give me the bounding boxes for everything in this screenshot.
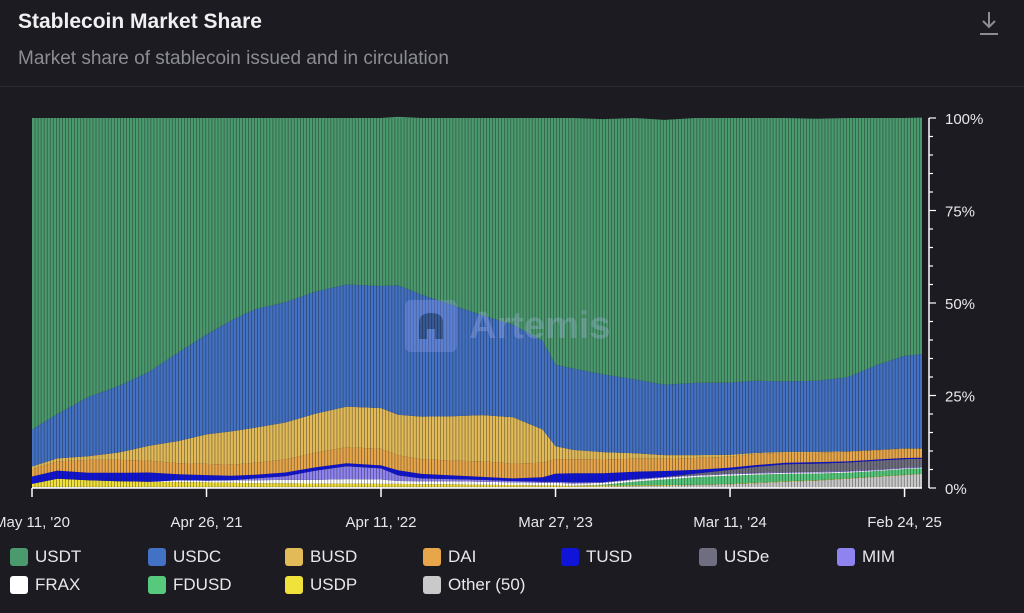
legend-label: DAI xyxy=(448,547,477,566)
legend-item-fdusd[interactable]: FDUSD xyxy=(148,574,232,596)
legend-swatch xyxy=(285,576,303,594)
legend-label: FRAX xyxy=(35,575,81,594)
download-icon[interactable] xyxy=(976,10,1002,38)
series-area-fdusd xyxy=(32,468,922,486)
legend-swatch xyxy=(423,576,441,594)
y-tick-label: 0% xyxy=(945,481,967,498)
legend-label: FDUSD xyxy=(173,575,232,594)
legend-swatch xyxy=(10,548,28,566)
legend-label: TUSD xyxy=(586,547,633,566)
chart-header: Stablecoin Market Share Market share of … xyxy=(0,0,1024,87)
y-tick-label: 75% xyxy=(945,204,975,221)
legend-label: Other (50) xyxy=(448,575,526,594)
x-tick-label: Feb 24, '25 xyxy=(867,514,942,531)
legend-label: USDT xyxy=(35,547,82,566)
x-tick-label: Mar 11, '24 xyxy=(693,514,766,531)
legend-swatch xyxy=(285,548,303,566)
legend-item-frax[interactable]: FRAX xyxy=(10,574,80,596)
axes: 0% 25% 50% 75% 100% May 11, '20 Apr 26, '21 Apr… xyxy=(0,111,983,531)
legend-item-usdc[interactable]: USDC xyxy=(148,546,221,568)
x-tick-label: Apr 11, '22 xyxy=(346,514,417,531)
y-tick-label: 25% xyxy=(945,389,975,406)
legend-swatch xyxy=(148,576,166,594)
x-tick-label: Apr 26, '21 xyxy=(170,514,242,531)
y-tick-label: 50% xyxy=(945,296,975,313)
legend-swatch xyxy=(423,548,441,566)
legend-item-dai[interactable]: DAI xyxy=(423,546,476,568)
legend-label: USDC xyxy=(173,547,222,566)
legend-label: USDe xyxy=(724,547,770,566)
legend-label: MIM xyxy=(862,547,896,566)
bar-stripes xyxy=(34,118,920,488)
legend-swatch xyxy=(561,548,579,566)
legend-item-mim[interactable]: MIM xyxy=(837,546,895,568)
y-tick-label: 100% xyxy=(945,111,983,128)
chart-subtitle: Market share of stablecoin issued and in… xyxy=(18,48,449,69)
legend-swatch xyxy=(10,576,28,594)
legend-swatch xyxy=(837,548,855,566)
legend-item-busd[interactable]: BUSD xyxy=(285,546,357,568)
legend-swatch xyxy=(148,548,166,566)
chart-title: Stablecoin Market Share xyxy=(18,10,262,33)
legend-item-usdp[interactable]: USDP xyxy=(285,574,357,596)
legend-swatch xyxy=(699,548,717,566)
series-area-other-50 xyxy=(32,473,922,488)
legend-item-other-50[interactable]: Other (50) xyxy=(423,574,525,596)
stacked-area-chart: 0% 25% 50% 75% 100% May 11, '20 Apr 26, '21 Apr… xyxy=(0,111,983,531)
series-area-usde xyxy=(32,458,922,484)
legend-item-usde[interactable]: USDe xyxy=(699,546,769,568)
legend-item-tusd[interactable]: TUSD xyxy=(561,546,632,568)
x-tick-label: Mar 27, '23 xyxy=(518,514,593,531)
legend-label: USDP xyxy=(310,575,358,594)
chart-legend: USDT USDC BUSD DAI TUSD USDe MIM FRAX FDUSD USDP O… xyxy=(10,546,1020,606)
x-tick-label: May 11, '20 xyxy=(0,514,70,531)
legend-label: BUSD xyxy=(310,547,358,566)
legend-item-usdt[interactable]: USDT xyxy=(10,546,81,568)
